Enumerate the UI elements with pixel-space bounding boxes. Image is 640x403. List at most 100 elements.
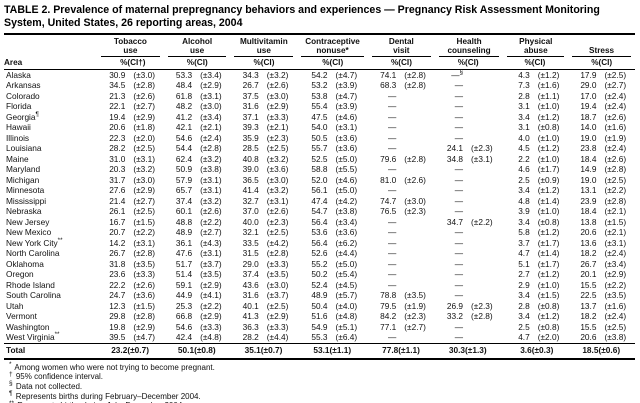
percent-cell: 14.2 [109,237,126,248]
group-header-row: Tobacco use Alcohol use Multivitamin use… [4,32,635,58]
area-cell: Michigan [6,174,40,185]
percent-cell: 26.7 [242,80,259,91]
percent-cell: 53.8 [311,90,328,101]
footnote-marker: ** [9,400,14,403]
percent-cell: 81.0 [380,174,397,185]
area-cell: Georgia¶ [6,110,39,122]
ci-cell: (±0.9) [537,174,560,185]
percent-cell: 15.5 [580,321,597,332]
ci-cell: (±2.2) [133,227,155,238]
percent-cell: 54.4 [175,143,193,154]
ci-cell: (±2.8) [133,248,155,259]
ci-cell: (±2.6) [404,174,426,185]
ci-cell: (±1.0) [537,279,560,290]
percent-cell: 58.8 [311,164,328,175]
table-row: South Carolina 24.7 (±3.6) 44.9 (±4.1) 31.6 (±… [4,290,635,301]
group-header-stress: Stress [568,32,635,58]
percent-cell: 40.1 [242,300,259,311]
percent-cell: 41.3 [242,311,259,322]
ci-cell: (±5.4) [335,269,358,280]
ci-cell: (±2.7) [604,80,627,91]
area-cell: Vermont [6,311,37,322]
percent-cell: 51.7 [175,258,193,269]
ci-cell: (±2.7) [404,321,426,332]
percent-cell: 2.7 [518,269,530,280]
percent-cell: 22.2 [109,279,126,290]
ci-cell: (±1.1) [329,342,368,360]
footnote-marker: ¶ [9,389,13,397]
ci-cell: (±2.7) [133,101,155,112]
percent-cell: — [454,227,464,238]
percent-cell: 2.8 [518,90,530,101]
percent-cell: 16.7 [109,216,126,227]
ci-cell: (±1.0) [537,153,560,164]
ci-cell: (±2.4) [200,132,222,143]
percent-cell: — [454,332,464,343]
ci-cell: (±2.8) [133,311,155,322]
total-row: Total 23.2 (±0.7) 50.1 (±0.8) 35.1 (±0.7) 53.1(… [4,342,635,360]
percent-cell: 35.1 [230,342,261,360]
ci-cell: (±3.8) [604,332,627,343]
footnote-marker: ** [57,236,63,244]
ci-cell: (±3.5) [404,290,426,301]
percent-cell: 40.0 [242,216,259,227]
percent-cell: 2.8 [518,300,530,311]
ci-cell: (±0.8) [537,216,560,227]
percent-cell: 51.6 [311,311,328,322]
percent-cell: 78.8 [380,290,397,301]
ci-cell: (±3.4) [200,111,222,122]
percent-cell: 65.7 [175,185,193,196]
percent-cell: — [454,174,464,185]
percent-cell: — [388,248,397,259]
ci-cell: (±2.9) [604,269,627,280]
ci-cell [465,206,503,217]
ci-cell: (±3.3) [133,269,155,280]
ci-cell: (±1.5) [537,290,560,301]
percent-cell: 23.6 [109,269,126,280]
percent-cell: 43.6 [242,279,259,290]
ci-cell: (±3.4) [604,258,627,269]
ci-cell [465,185,503,196]
percent-cell: 48.2 [175,101,193,112]
dental-ci-header: (CI) [398,57,435,70]
area-column-header: Area [4,57,98,70]
ci-cell: (±2.6) [604,111,627,122]
percent-cell: 26.7 [109,248,126,259]
percent-cell: 37.4 [242,269,259,280]
ci-cell: (±0.7) [260,342,298,360]
ci-cell: (±3.1) [335,122,358,133]
area-cell: Minnesota [6,185,45,196]
percent-cell: 22.3 [109,132,126,143]
ci-cell [465,269,503,280]
ci-cell [465,238,503,249]
table-row: New Mexico 20.7 (±2.2) 48.9 (±2.7) 32.1 (±2.5)… [4,227,635,238]
table-row: Florida 22.1 (±2.7) 48.2 (±3.0) 31.6 (±2.9) 55.… [4,101,635,112]
ci-cell: (±4.4) [335,248,358,259]
percent-cell: 54.9 [311,321,328,332]
footnote-marker: § [9,380,13,388]
ci-cell: (±3.6) [335,227,358,238]
ci-cell: (±2.6) [200,206,222,217]
ci-cell: (±3.3) [266,321,289,332]
counseling-pct-header: % [434,57,466,70]
ci-cell [398,164,434,175]
ci-cell: (±2.2) [200,216,222,227]
ci-cell: (±3.4) [335,216,358,227]
ci-cell: (±3.7) [266,290,289,301]
percent-cell: — [454,279,464,290]
percent-cell: 54.7 [311,206,328,217]
percent-cell: — [454,132,464,143]
percent-cell: 29.0 [242,258,259,269]
alcohol-ci-header: (CI) [194,57,231,70]
percent-cell: 14.0 [580,122,597,133]
ci-cell: (±4.8) [335,311,358,322]
ci-cell: (±2.4) [604,90,627,101]
percent-cell: 34.8 [446,153,464,164]
ci-cell: (±4.3) [200,237,222,248]
table-row: Mississippi 21.4 (±2.7) 37.4 (±3.2) 32.7 (±3.1… [4,196,635,207]
percent-cell: 84.2 [380,311,397,322]
ci-cell [465,69,503,80]
ci-cell [465,322,503,333]
ci-cell: (±5.1) [335,321,358,332]
percent-cell: 31.6 [242,101,259,112]
